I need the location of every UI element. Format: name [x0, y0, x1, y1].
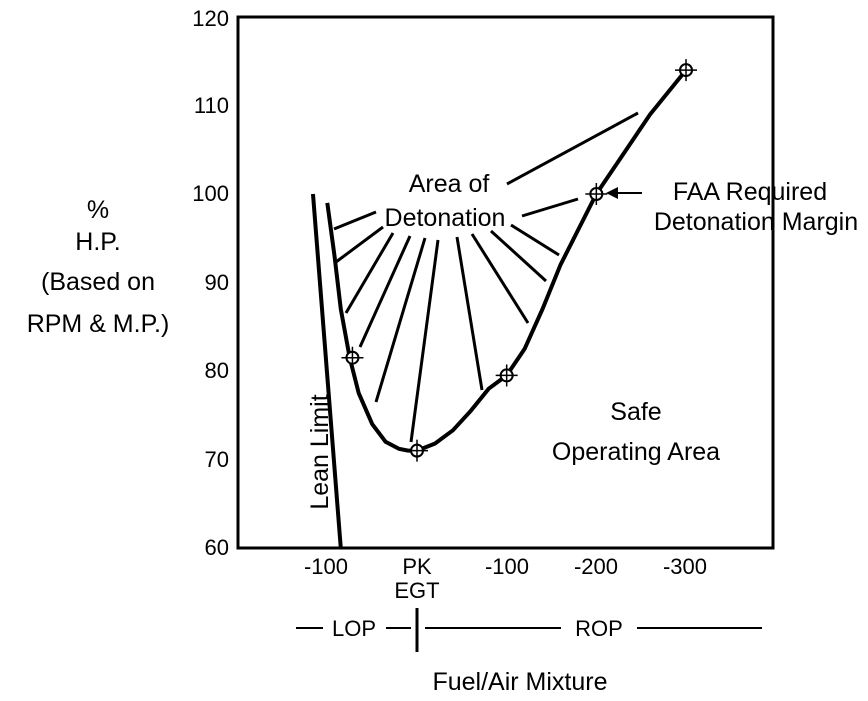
- hatch-line: [358, 235, 412, 348]
- marked-points: [341, 59, 698, 462]
- x-tick-label-lean-100: -100: [304, 554, 348, 579]
- hatch-line: [470, 233, 530, 324]
- x-axis-label: Fuel/Air Mixture: [432, 668, 607, 696]
- hatch-line: [344, 232, 395, 314]
- hatch-line: [506, 111, 639, 186]
- hatch-line: [489, 229, 548, 283]
- plot-frame: [236, 15, 775, 550]
- y-tick-label-120: 120: [192, 6, 229, 31]
- y-axis-label-line-1: %: [87, 196, 109, 224]
- hatch-line: [455, 236, 484, 391]
- safe-area-label-line-2: Operating Area: [552, 438, 720, 466]
- y-axis-label-line-4: RPM & M.P.): [27, 310, 170, 338]
- marked-point: [341, 346, 364, 369]
- faa-arrow-head: [606, 187, 618, 199]
- detonation-margin-curve: [325, 68, 688, 453]
- faa-annotation-line-2: Detonation Margin: [654, 208, 858, 236]
- y-axis-label-line-2: H.P.: [75, 228, 120, 256]
- hatch-line: [333, 210, 377, 231]
- detonation-area-label-line-1: Area of: [409, 170, 490, 198]
- y-tick-label-80: 80: [205, 358, 229, 383]
- faa-annotation-line-1: FAA Required: [673, 178, 827, 206]
- y-tick-label-100: 100: [192, 181, 229, 206]
- lop-rop-bracket: LOP ROP: [296, 608, 762, 652]
- hatch-line: [521, 197, 579, 218]
- y-axis-label-line-3: (Based on: [41, 268, 155, 296]
- rop-label: ROP: [575, 616, 623, 641]
- x-tick-label-rich-100: -100: [485, 554, 529, 579]
- safe-area-label-line-1: Safe: [610, 398, 661, 426]
- faa-margin-arrow: [606, 187, 642, 199]
- x-tick-label-rich-300: -300: [663, 554, 707, 579]
- y-tick-label-110: 110: [194, 93, 229, 118]
- marked-point: [675, 59, 698, 82]
- x-tick-label-egt: EGT: [394, 578, 439, 603]
- x-ticks: -100 PK EGT -100 -200 -300: [304, 554, 707, 603]
- detonation-hatching: [333, 111, 639, 443]
- hatch-line: [335, 225, 384, 264]
- hatch-line: [510, 223, 560, 257]
- lop-label: LOP: [332, 616, 376, 641]
- lean-limit-label: Lean Limit: [306, 394, 334, 509]
- x-tick-label-rich-200: -200: [574, 554, 618, 579]
- hatch-line: [374, 237, 427, 403]
- detonation-area-label-line-2: Detonation: [385, 204, 506, 232]
- y-tick-label-60: 60: [205, 535, 229, 560]
- x-tick-label-pk: PK: [402, 554, 432, 579]
- y-tick-label-90: 90: [205, 270, 229, 295]
- lean-limit-line: [310, 193, 343, 549]
- marked-point: [495, 364, 518, 387]
- hatch-line: [409, 239, 440, 443]
- marked-point: [406, 439, 428, 462]
- marked-point: [585, 183, 608, 205]
- y-ticks: 60 70 80 90 100 110 120: [192, 6, 229, 560]
- y-tick-label-70: 70: [205, 447, 229, 472]
